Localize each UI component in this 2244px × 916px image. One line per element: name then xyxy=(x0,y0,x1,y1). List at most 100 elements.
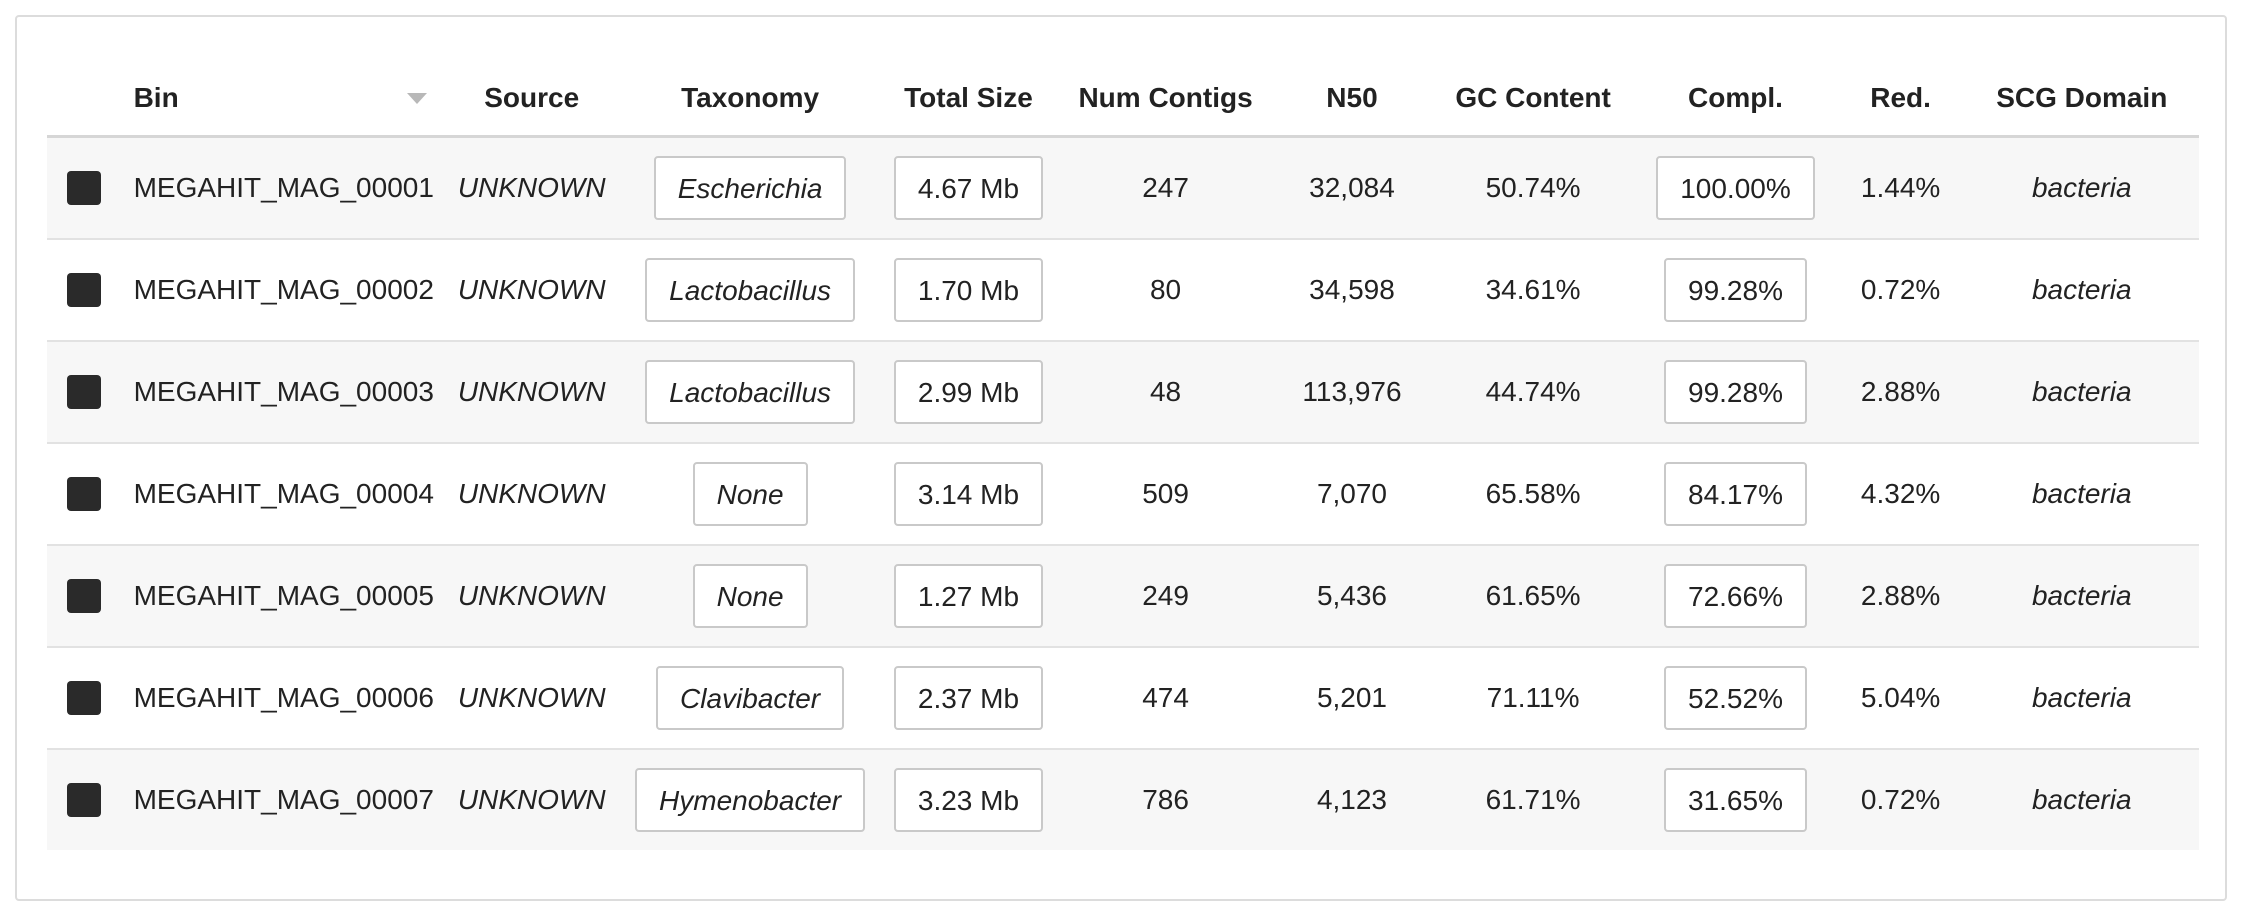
taxonomy-cell: Escherichia xyxy=(622,135,878,239)
scg-domain-value: bacteria xyxy=(1964,135,2199,239)
taxonomy-button[interactable]: Lactobacillus xyxy=(645,258,856,322)
taxonomy-button[interactable]: Escherichia xyxy=(653,156,847,220)
color-cell xyxy=(47,748,122,850)
bin-name: MEGAHIT_MAG_00007 xyxy=(121,748,442,850)
completion-button[interactable]: 31.65% xyxy=(1664,768,1807,832)
source-value: UNKNOWN xyxy=(441,340,623,443)
scg-domain-value: bacteria xyxy=(1964,238,2199,341)
gc-content-value: 44.74% xyxy=(1431,340,1635,443)
total-size-button[interactable]: 1.70 Mb xyxy=(893,258,1044,322)
bin-color-swatch[interactable] xyxy=(67,783,102,818)
header-bin[interactable]: Bin xyxy=(121,61,442,138)
total-size-button[interactable]: 2.37 Mb xyxy=(893,666,1044,730)
compl-cell: 99.28% xyxy=(1634,238,1837,341)
num-contigs-value: 474 xyxy=(1059,646,1273,749)
header-source[interactable]: Source xyxy=(441,61,623,138)
bin-name: MEGAHIT_MAG_00003 xyxy=(121,340,442,443)
n50-value: 113,976 xyxy=(1272,340,1432,443)
taxonomy-button[interactable]: Clavibacter xyxy=(656,666,845,730)
total-size-button[interactable]: 1.27 Mb xyxy=(893,564,1044,628)
bin-name: MEGAHIT_MAG_00001 xyxy=(121,135,442,239)
num-contigs-value: 509 xyxy=(1059,442,1273,545)
total-size-button[interactable]: 3.14 Mb xyxy=(893,462,1044,526)
total-size-button[interactable]: 2.99 Mb xyxy=(893,360,1044,424)
redundancy-value: 5.04% xyxy=(1836,646,1965,749)
taxonomy-button[interactable]: Lactobacillus xyxy=(645,360,856,424)
table-row: MEGAHIT_MAG_00005 UNKNOWN None 1.27 Mb 249 5,… xyxy=(47,544,2199,647)
gc-content-value: 34.61% xyxy=(1431,238,1635,341)
header-red[interactable]: Red. xyxy=(1836,61,1965,138)
bin-color-swatch[interactable] xyxy=(67,171,102,206)
total-size-cell: 2.99 Mb xyxy=(877,340,1060,443)
bin-color-swatch[interactable] xyxy=(67,579,102,614)
bin-color-swatch[interactable] xyxy=(67,681,102,716)
gc-content-value: 71.11% xyxy=(1431,646,1635,749)
color-cell xyxy=(47,340,122,443)
scg-domain-value: bacteria xyxy=(1964,442,2199,545)
sort-caret-icon[interactable] xyxy=(407,93,428,104)
n50-value: 7,070 xyxy=(1272,442,1432,545)
table-row: MEGAHIT_MAG_00003 UNKNOWN Lactobacillus 2.9… xyxy=(47,340,2199,443)
table-header-row: Bin Source Taxonomy Total Size Num Conti… xyxy=(47,61,2199,138)
n50-value: 5,201 xyxy=(1272,646,1432,749)
n50-value: 4,123 xyxy=(1272,748,1432,850)
gc-content-value: 65.58% xyxy=(1431,442,1635,545)
completion-button[interactable]: 99.28% xyxy=(1664,258,1807,322)
scg-domain-value: bacteria xyxy=(1964,748,2199,850)
source-value: UNKNOWN xyxy=(441,238,623,341)
redundancy-value: 2.88% xyxy=(1836,340,1965,443)
bin-color-swatch[interactable] xyxy=(67,477,102,512)
scg-domain-value: bacteria xyxy=(1964,340,2199,443)
header-gc-content[interactable]: GC Content xyxy=(1431,61,1635,138)
table-row: MEGAHIT_MAG_00001 UNKNOWN Escherichia 4.67 … xyxy=(47,135,2199,239)
total-size-cell: 1.70 Mb xyxy=(877,238,1060,341)
bins-table-body: MEGAHIT_MAG_00001 UNKNOWN Escherichia 4.67 … xyxy=(47,135,2199,850)
total-size-button[interactable]: 4.67 Mb xyxy=(893,156,1044,220)
n50-value: 5,436 xyxy=(1272,544,1432,647)
header-scg-domain[interactable]: SCG Domain xyxy=(1964,61,2199,138)
table-row: MEGAHIT_MAG_00007 UNKNOWN Hymenobacter 3.23… xyxy=(47,748,2199,850)
table-row: MEGAHIT_MAG_00004 UNKNOWN None 3.14 Mb 509 7,… xyxy=(47,442,2199,545)
taxonomy-button[interactable]: Hymenobacter xyxy=(635,768,866,832)
bin-color-swatch[interactable] xyxy=(67,375,102,410)
header-total-size[interactable]: Total Size xyxy=(877,61,1060,138)
compl-cell: 31.65% xyxy=(1634,748,1837,850)
table-row: MEGAHIT_MAG_00002 UNKNOWN Lactobacillus 1.7… xyxy=(47,238,2199,341)
bin-name: MEGAHIT_MAG_00002 xyxy=(121,238,442,341)
total-size-cell: 3.23 Mb xyxy=(877,748,1060,850)
header-num-contigs[interactable]: Num Contigs xyxy=(1059,61,1273,138)
total-size-cell: 1.27 Mb xyxy=(877,544,1060,647)
completion-button[interactable]: 100.00% xyxy=(1656,156,1815,220)
taxonomy-cell: Lactobacillus xyxy=(622,340,878,443)
header-bin-label: Bin xyxy=(133,82,179,113)
taxonomy-cell: None xyxy=(622,544,878,647)
completion-button[interactable]: 72.66% xyxy=(1664,564,1807,628)
bin-color-swatch[interactable] xyxy=(67,273,102,308)
redundancy-value: 1.44% xyxy=(1836,135,1965,239)
header-color xyxy=(47,61,122,138)
color-cell xyxy=(47,238,122,341)
taxonomy-button[interactable]: None xyxy=(692,462,808,526)
redundancy-value: 2.88% xyxy=(1836,544,1965,647)
completion-button[interactable]: 99.28% xyxy=(1664,360,1807,424)
bins-table: Bin Source Taxonomy Total Size Num Conti… xyxy=(47,61,2199,850)
bin-name: MEGAHIT_MAG_00005 xyxy=(121,544,442,647)
total-size-cell: 4.67 Mb xyxy=(877,135,1060,239)
completion-button[interactable]: 52.52% xyxy=(1664,666,1807,730)
gc-content-value: 61.71% xyxy=(1431,748,1635,850)
total-size-button[interactable]: 3.23 Mb xyxy=(893,768,1044,832)
header-compl[interactable]: Compl. xyxy=(1634,61,1837,138)
header-n50[interactable]: N50 xyxy=(1272,61,1432,138)
scg-domain-value: bacteria xyxy=(1964,544,2199,647)
table-row: MEGAHIT_MAG_00006 UNKNOWN Clavibacter 2.37 … xyxy=(47,646,2199,749)
compl-cell: 100.00% xyxy=(1634,135,1837,239)
header-taxonomy[interactable]: Taxonomy xyxy=(622,61,878,138)
source-value: UNKNOWN xyxy=(441,442,623,545)
n50-value: 32,084 xyxy=(1272,135,1432,239)
completion-button[interactable]: 84.17% xyxy=(1664,462,1807,526)
taxonomy-button[interactable]: None xyxy=(692,564,808,628)
num-contigs-value: 786 xyxy=(1059,748,1273,850)
num-contigs-value: 80 xyxy=(1059,238,1273,341)
color-cell xyxy=(47,135,122,239)
compl-cell: 52.52% xyxy=(1634,646,1837,749)
